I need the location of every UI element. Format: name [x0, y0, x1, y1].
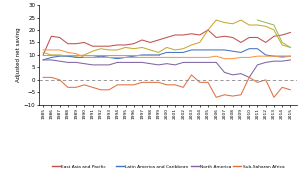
Legend: East Asia and Pacific, Europe and Central Asia, Latin America and Caribbean, Mid: East Asia and Pacific, Europe and Centra… [52, 165, 284, 169]
Y-axis label: Adjusted net saving: Adjusted net saving [16, 28, 21, 82]
